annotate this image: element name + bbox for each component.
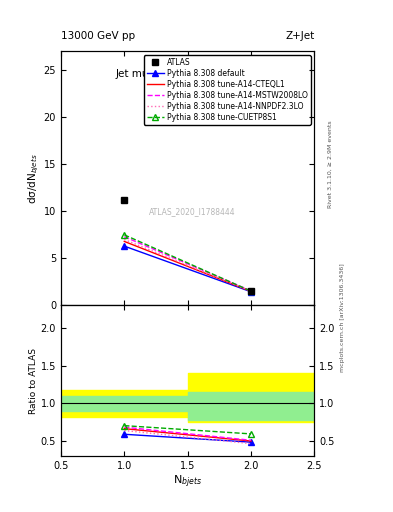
Pythia 8.308 tune-A14-MSTW2008LO (249, 288, 253, 294)
Pythia 8.308 default (249, 289, 253, 295)
Y-axis label: Ratio to ATLAS: Ratio to ATLAS (29, 348, 38, 414)
Text: Jet multiplicity (ATLAS Z+b): Jet multiplicity (ATLAS Z+b) (116, 69, 260, 79)
Line: ATLAS: ATLAS (121, 197, 255, 295)
Pythia 8.308 tune-A14-CTEQL1 (249, 288, 253, 294)
Pythia 8.308 tune-A14-NNPDF2.3LO (122, 237, 127, 243)
Text: 13000 GeV pp: 13000 GeV pp (61, 31, 135, 41)
Text: mcplots.cern.ch [arXiv:1306.3436]: mcplots.cern.ch [arXiv:1306.3436] (340, 263, 345, 372)
Text: ATLAS_2020_I1788444: ATLAS_2020_I1788444 (149, 207, 236, 216)
X-axis label: N$_{bjets}$: N$_{bjets}$ (173, 473, 202, 489)
Y-axis label: dσ/dN$_{bjets}$: dσ/dN$_{bjets}$ (26, 153, 41, 204)
Line: Pythia 8.308 tune-A14-NNPDF2.3LO: Pythia 8.308 tune-A14-NNPDF2.3LO (124, 240, 251, 291)
Legend: ATLAS, Pythia 8.308 default, Pythia 8.308 tune-A14-CTEQL1, Pythia 8.308 tune-A14: ATLAS, Pythia 8.308 default, Pythia 8.30… (144, 55, 310, 125)
Line: Pythia 8.308 tune-CUETP8S1: Pythia 8.308 tune-CUETP8S1 (121, 232, 254, 294)
Pythia 8.308 default (122, 243, 127, 249)
Pythia 8.308 tune-A14-MSTW2008LO (122, 233, 127, 240)
Pythia 8.308 tune-CUETP8S1 (122, 232, 127, 238)
Text: Rivet 3.1.10, ≥ 2.9M events: Rivet 3.1.10, ≥ 2.9M events (328, 120, 333, 208)
Line: Pythia 8.308 default: Pythia 8.308 default (121, 243, 254, 294)
Text: Z+Jet: Z+Jet (285, 31, 314, 41)
Pythia 8.308 tune-A14-CTEQL1 (122, 239, 127, 245)
Pythia 8.308 tune-CUETP8S1 (249, 288, 253, 294)
Line: Pythia 8.308 tune-A14-CTEQL1: Pythia 8.308 tune-A14-CTEQL1 (124, 242, 251, 291)
Pythia 8.308 tune-A14-NNPDF2.3LO (249, 288, 253, 294)
Line: Pythia 8.308 tune-A14-MSTW2008LO: Pythia 8.308 tune-A14-MSTW2008LO (124, 237, 251, 291)
ATLAS (249, 288, 253, 294)
ATLAS (122, 197, 127, 203)
